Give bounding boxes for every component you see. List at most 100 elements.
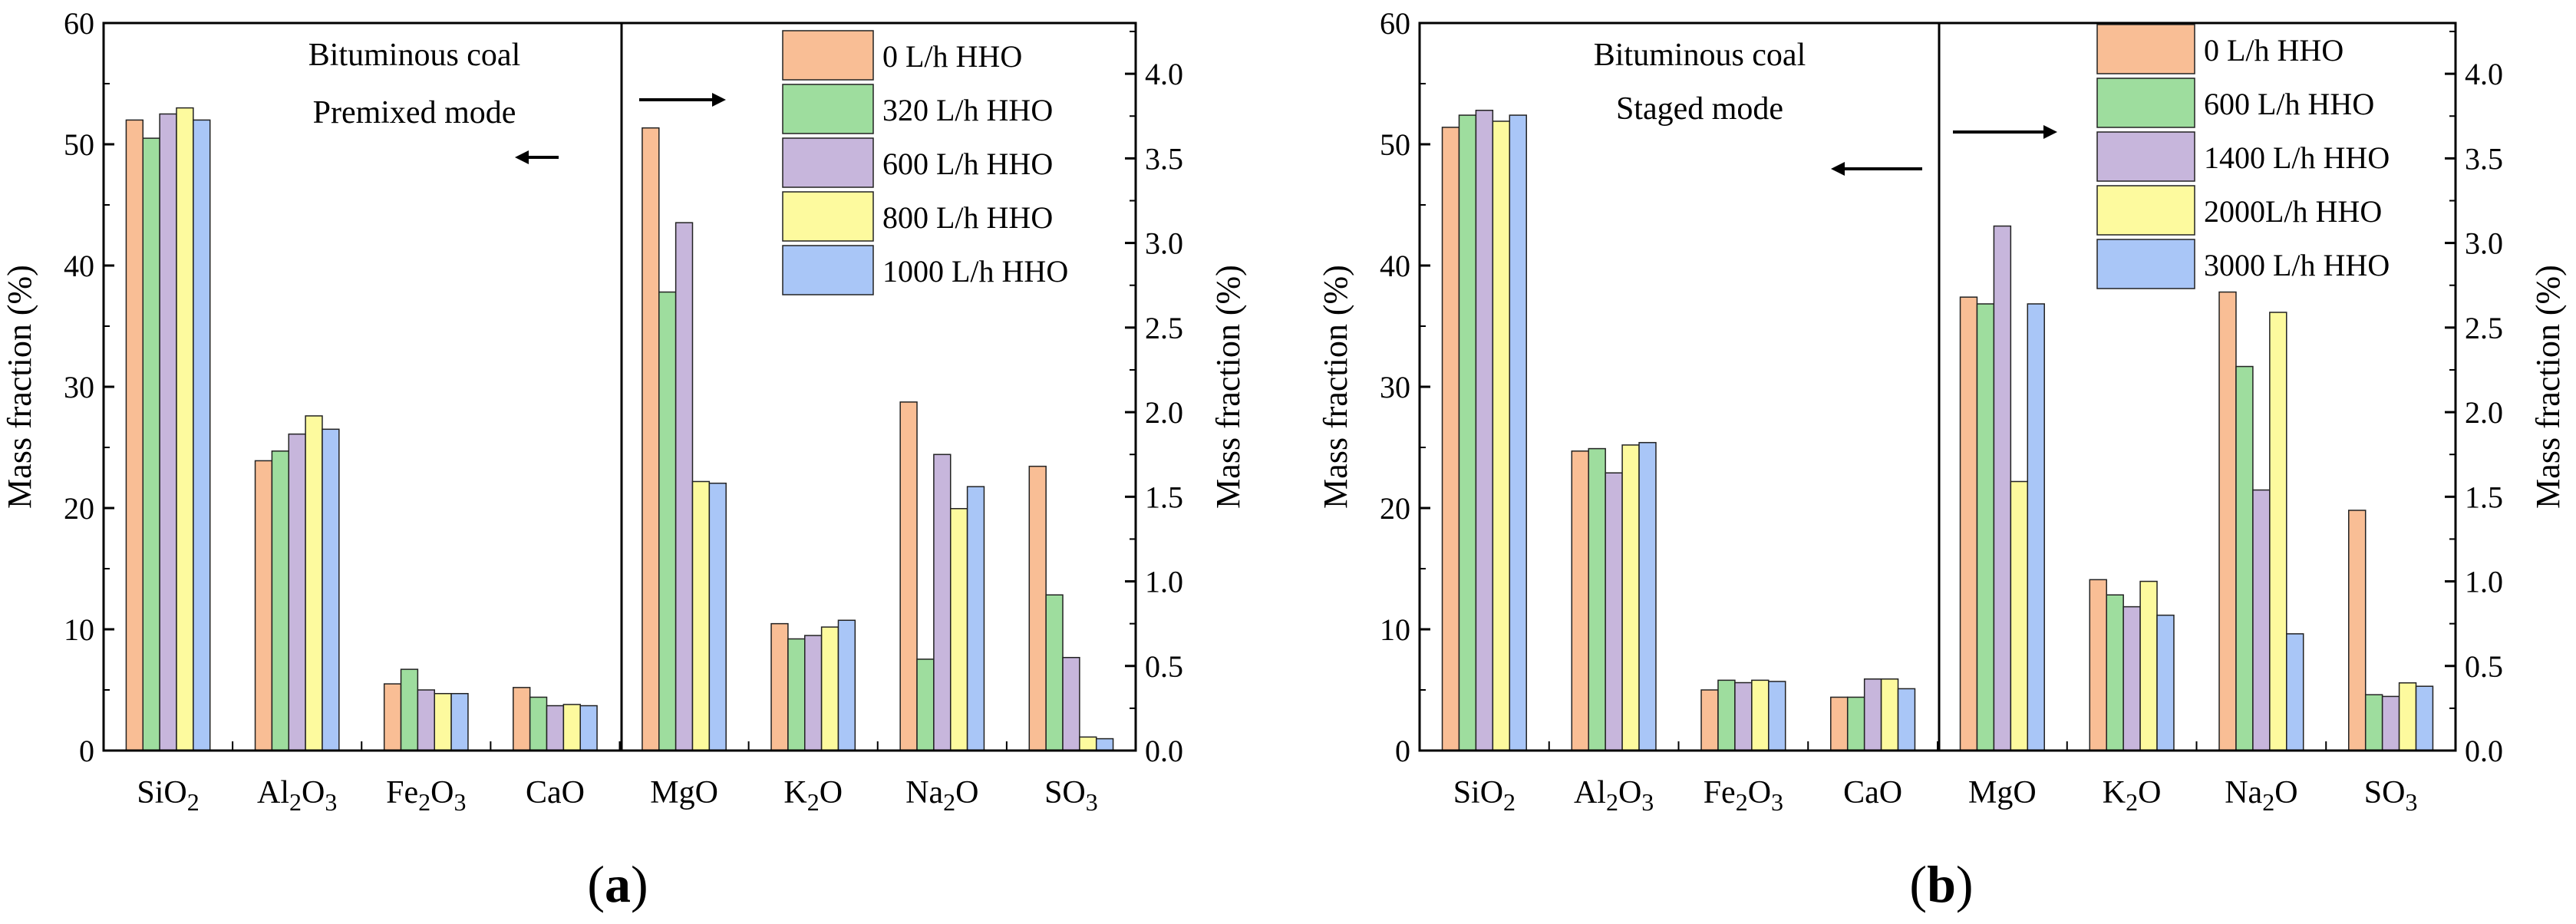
bar — [1768, 681, 1786, 751]
bar — [1028, 465, 1047, 751]
bar — [2010, 480, 2029, 751]
y-tick-label-left: 30 — [64, 370, 94, 404]
bar — [2106, 594, 2124, 751]
y-tick-label-left: 60 — [1380, 6, 1410, 41]
bar — [1830, 696, 1849, 751]
bar — [2381, 695, 2400, 751]
legend-swatch — [2096, 78, 2195, 128]
bar — [322, 428, 340, 751]
bar — [804, 635, 823, 751]
y-tick-label-right: 1.0 — [2465, 565, 2503, 599]
bar — [1492, 120, 1511, 751]
x-tick-label: Na2O — [905, 775, 978, 816]
bar — [193, 119, 211, 751]
legend-swatch — [782, 30, 874, 81]
bar — [820, 626, 839, 751]
bar — [2027, 303, 2045, 751]
x-tick-label: MgO — [1968, 775, 2037, 810]
y-tick-label-right: 3.0 — [2465, 226, 2503, 261]
bar — [254, 460, 273, 751]
y-tick-label-right: 0.5 — [1145, 649, 1183, 684]
bar — [2269, 312, 2287, 751]
y-tick-label-left: 0 — [1395, 734, 1410, 768]
bar — [125, 119, 144, 751]
bar — [579, 705, 598, 751]
y-tick-label-left: 60 — [64, 6, 94, 41]
x-tick-label: SiO2 — [1453, 775, 1516, 816]
legend-entry: 600 L/h HHO — [882, 147, 1053, 181]
y-tick-label-right: 4.0 — [1145, 57, 1183, 91]
bar — [1079, 736, 1097, 751]
bar — [2286, 633, 2304, 751]
legend-swatch — [2096, 239, 2195, 289]
y-tick-label-right: 2.5 — [1145, 311, 1183, 345]
y-tick-label-right: 4.0 — [2465, 57, 2503, 91]
chart-annotation: Premixed mode — [313, 95, 516, 130]
y-tick-label-right: 3.5 — [1145, 141, 1183, 176]
x-tick-label: SO3 — [2364, 775, 2418, 816]
y-tick-label-right: 1.5 — [1145, 480, 1183, 514]
legend-entry: 3000 L/h HHO — [2204, 248, 2390, 282]
legend-entry: 1400 L/h HHO — [2204, 140, 2390, 175]
x-tick-label: Al2O3 — [1574, 775, 1654, 816]
bar — [546, 705, 565, 751]
legend-swatch — [2096, 131, 2195, 182]
bar — [2139, 580, 2158, 751]
legend-entry: 800 L/h HHO — [882, 200, 1053, 235]
y-axis-title-right: Mass fraction (%) — [1209, 265, 1247, 509]
bar — [2364, 694, 2383, 751]
bar — [159, 113, 177, 751]
y-tick-label-left: 40 — [1380, 249, 1410, 283]
x-tick-label: Fe2O3 — [386, 775, 466, 816]
x-tick-label: K2O — [2103, 775, 2162, 816]
bar — [1993, 225, 2012, 751]
bar — [1475, 110, 1494, 751]
bar — [400, 668, 419, 751]
x-tick-label: SiO2 — [137, 775, 199, 816]
bar — [708, 482, 727, 751]
panel-label: (b) — [1909, 855, 1973, 913]
bar — [1062, 656, 1080, 751]
chart-panel-a: SiO2 Al2O3 Fe2O3 CaO MgO K2O Na2O SO3 0 10 20 30 40 5… — [1, 6, 1247, 913]
y-tick-label-right: 3.5 — [2465, 141, 2503, 176]
bar — [2348, 510, 2367, 751]
bar — [434, 692, 452, 751]
y-tick-label-right: 0.5 — [2465, 649, 2503, 684]
legend-entry: 600 L/h HHO — [2204, 87, 2374, 121]
bar — [1605, 472, 1623, 751]
bar — [770, 622, 789, 751]
bar — [2218, 291, 2237, 751]
chart-panel-b: SiO2 Al2O3 Fe2O3 CaO MgO K2O Na2O SO3 0 10 20 30 40 5… — [1317, 6, 2567, 913]
x-tick-label: Fe2O3 — [1704, 775, 1783, 816]
bar — [1458, 114, 1477, 751]
y-tick-label-right: 1.0 — [1145, 565, 1183, 599]
right-axis-arrow-head — [2043, 125, 2057, 139]
bar — [1045, 594, 1064, 751]
legend-entry: 1000 L/h HHO — [882, 254, 1068, 289]
bar — [1509, 114, 1527, 751]
bar — [642, 127, 660, 751]
y-tick-label-right: 2.0 — [1145, 395, 1183, 430]
y-tick-label-left: 20 — [64, 491, 94, 526]
panel-label: (a) — [587, 855, 648, 913]
left-axis-arrow-head — [1831, 162, 1845, 176]
x-tick-label: CaO — [526, 775, 585, 810]
y-tick-label-left: 30 — [1380, 370, 1410, 404]
bar — [899, 401, 918, 751]
bar — [288, 433, 306, 751]
bar — [1638, 441, 1657, 751]
legend-swatch — [2096, 24, 2195, 74]
bar — [1588, 447, 1606, 751]
y-tick-label-left: 50 — [1380, 127, 1410, 162]
chart-annotation: Staged mode — [1616, 91, 1783, 127]
y-tick-label-right: 2.0 — [2465, 395, 2503, 430]
legend-swatch — [2096, 185, 2195, 236]
bar — [658, 291, 677, 751]
bar — [450, 692, 469, 751]
legend-entry: 2000L/h HHO — [2204, 194, 2382, 229]
legend-swatch — [782, 84, 874, 134]
bar — [2089, 579, 2107, 751]
bar — [1751, 679, 1770, 751]
x-tick-label: Na2O — [2225, 775, 2297, 816]
